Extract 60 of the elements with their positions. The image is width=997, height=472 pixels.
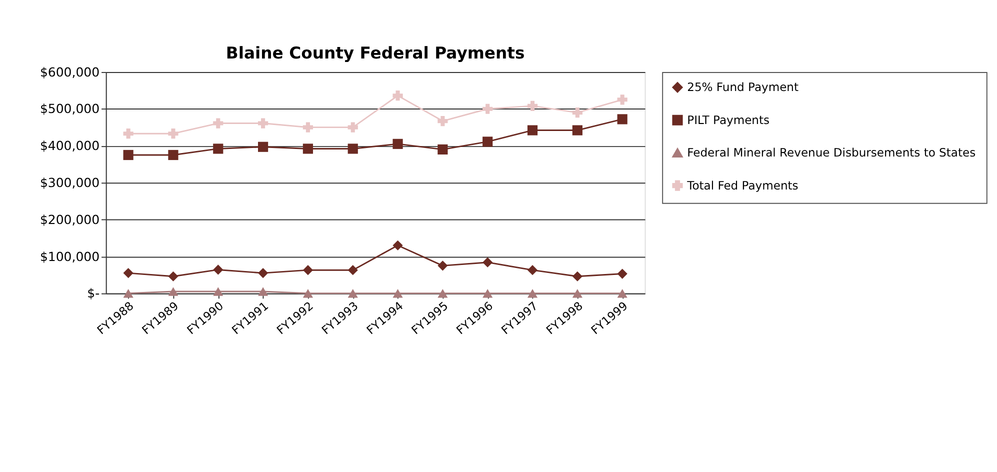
point <box>392 138 403 149</box>
point <box>123 268 134 278</box>
point <box>348 144 358 154</box>
point <box>617 288 628 298</box>
point <box>302 265 313 276</box>
point <box>482 257 493 268</box>
point <box>168 287 178 296</box>
point <box>123 150 134 160</box>
point <box>482 104 493 114</box>
point <box>213 144 224 154</box>
point <box>348 122 358 132</box>
point <box>168 271 178 282</box>
point <box>123 288 134 298</box>
point <box>527 125 538 136</box>
point <box>348 265 358 276</box>
y-tick-label: $200,000 <box>40 212 100 227</box>
point <box>213 264 224 275</box>
point <box>392 240 403 250</box>
legend-label: Total Fed Payments <box>686 178 798 192</box>
point <box>438 144 448 155</box>
point <box>258 118 268 128</box>
point <box>258 142 268 152</box>
point <box>617 94 628 105</box>
legend-label: Federal Mineral Revenue Disbursements to States <box>687 146 976 160</box>
point <box>527 288 538 298</box>
point <box>392 90 403 101</box>
point <box>302 122 313 132</box>
point <box>482 288 493 298</box>
chart-title: Blaine County Federal Payments <box>226 44 525 63</box>
point <box>258 268 268 278</box>
y-tick-label: $500,000 <box>40 101 100 116</box>
point <box>302 144 313 154</box>
point <box>572 125 582 136</box>
point <box>168 128 178 139</box>
point <box>438 116 448 126</box>
point <box>617 114 628 124</box>
point <box>572 271 582 282</box>
point <box>258 287 268 296</box>
point <box>527 265 538 276</box>
point <box>438 288 448 298</box>
y-tick-label: $- <box>87 286 100 301</box>
y-tick-label: $600,000 <box>40 64 100 80</box>
y-tick-label: $300,000 <box>40 174 100 190</box>
point <box>482 136 493 147</box>
point <box>617 268 628 279</box>
point <box>168 150 178 160</box>
y-tick-label: $400,000 <box>40 138 100 154</box>
point <box>392 288 403 298</box>
point <box>348 288 358 298</box>
point <box>302 288 313 298</box>
point <box>572 288 582 298</box>
legend-label: 25% Fund Payment <box>687 80 799 94</box>
y-tick-label: $100,000 <box>40 248 100 264</box>
legend-label: PILT Payments <box>687 112 770 127</box>
point <box>123 128 134 139</box>
point <box>572 108 582 118</box>
point <box>213 287 224 296</box>
point <box>527 100 538 111</box>
point <box>213 118 224 128</box>
point <box>438 260 448 271</box>
